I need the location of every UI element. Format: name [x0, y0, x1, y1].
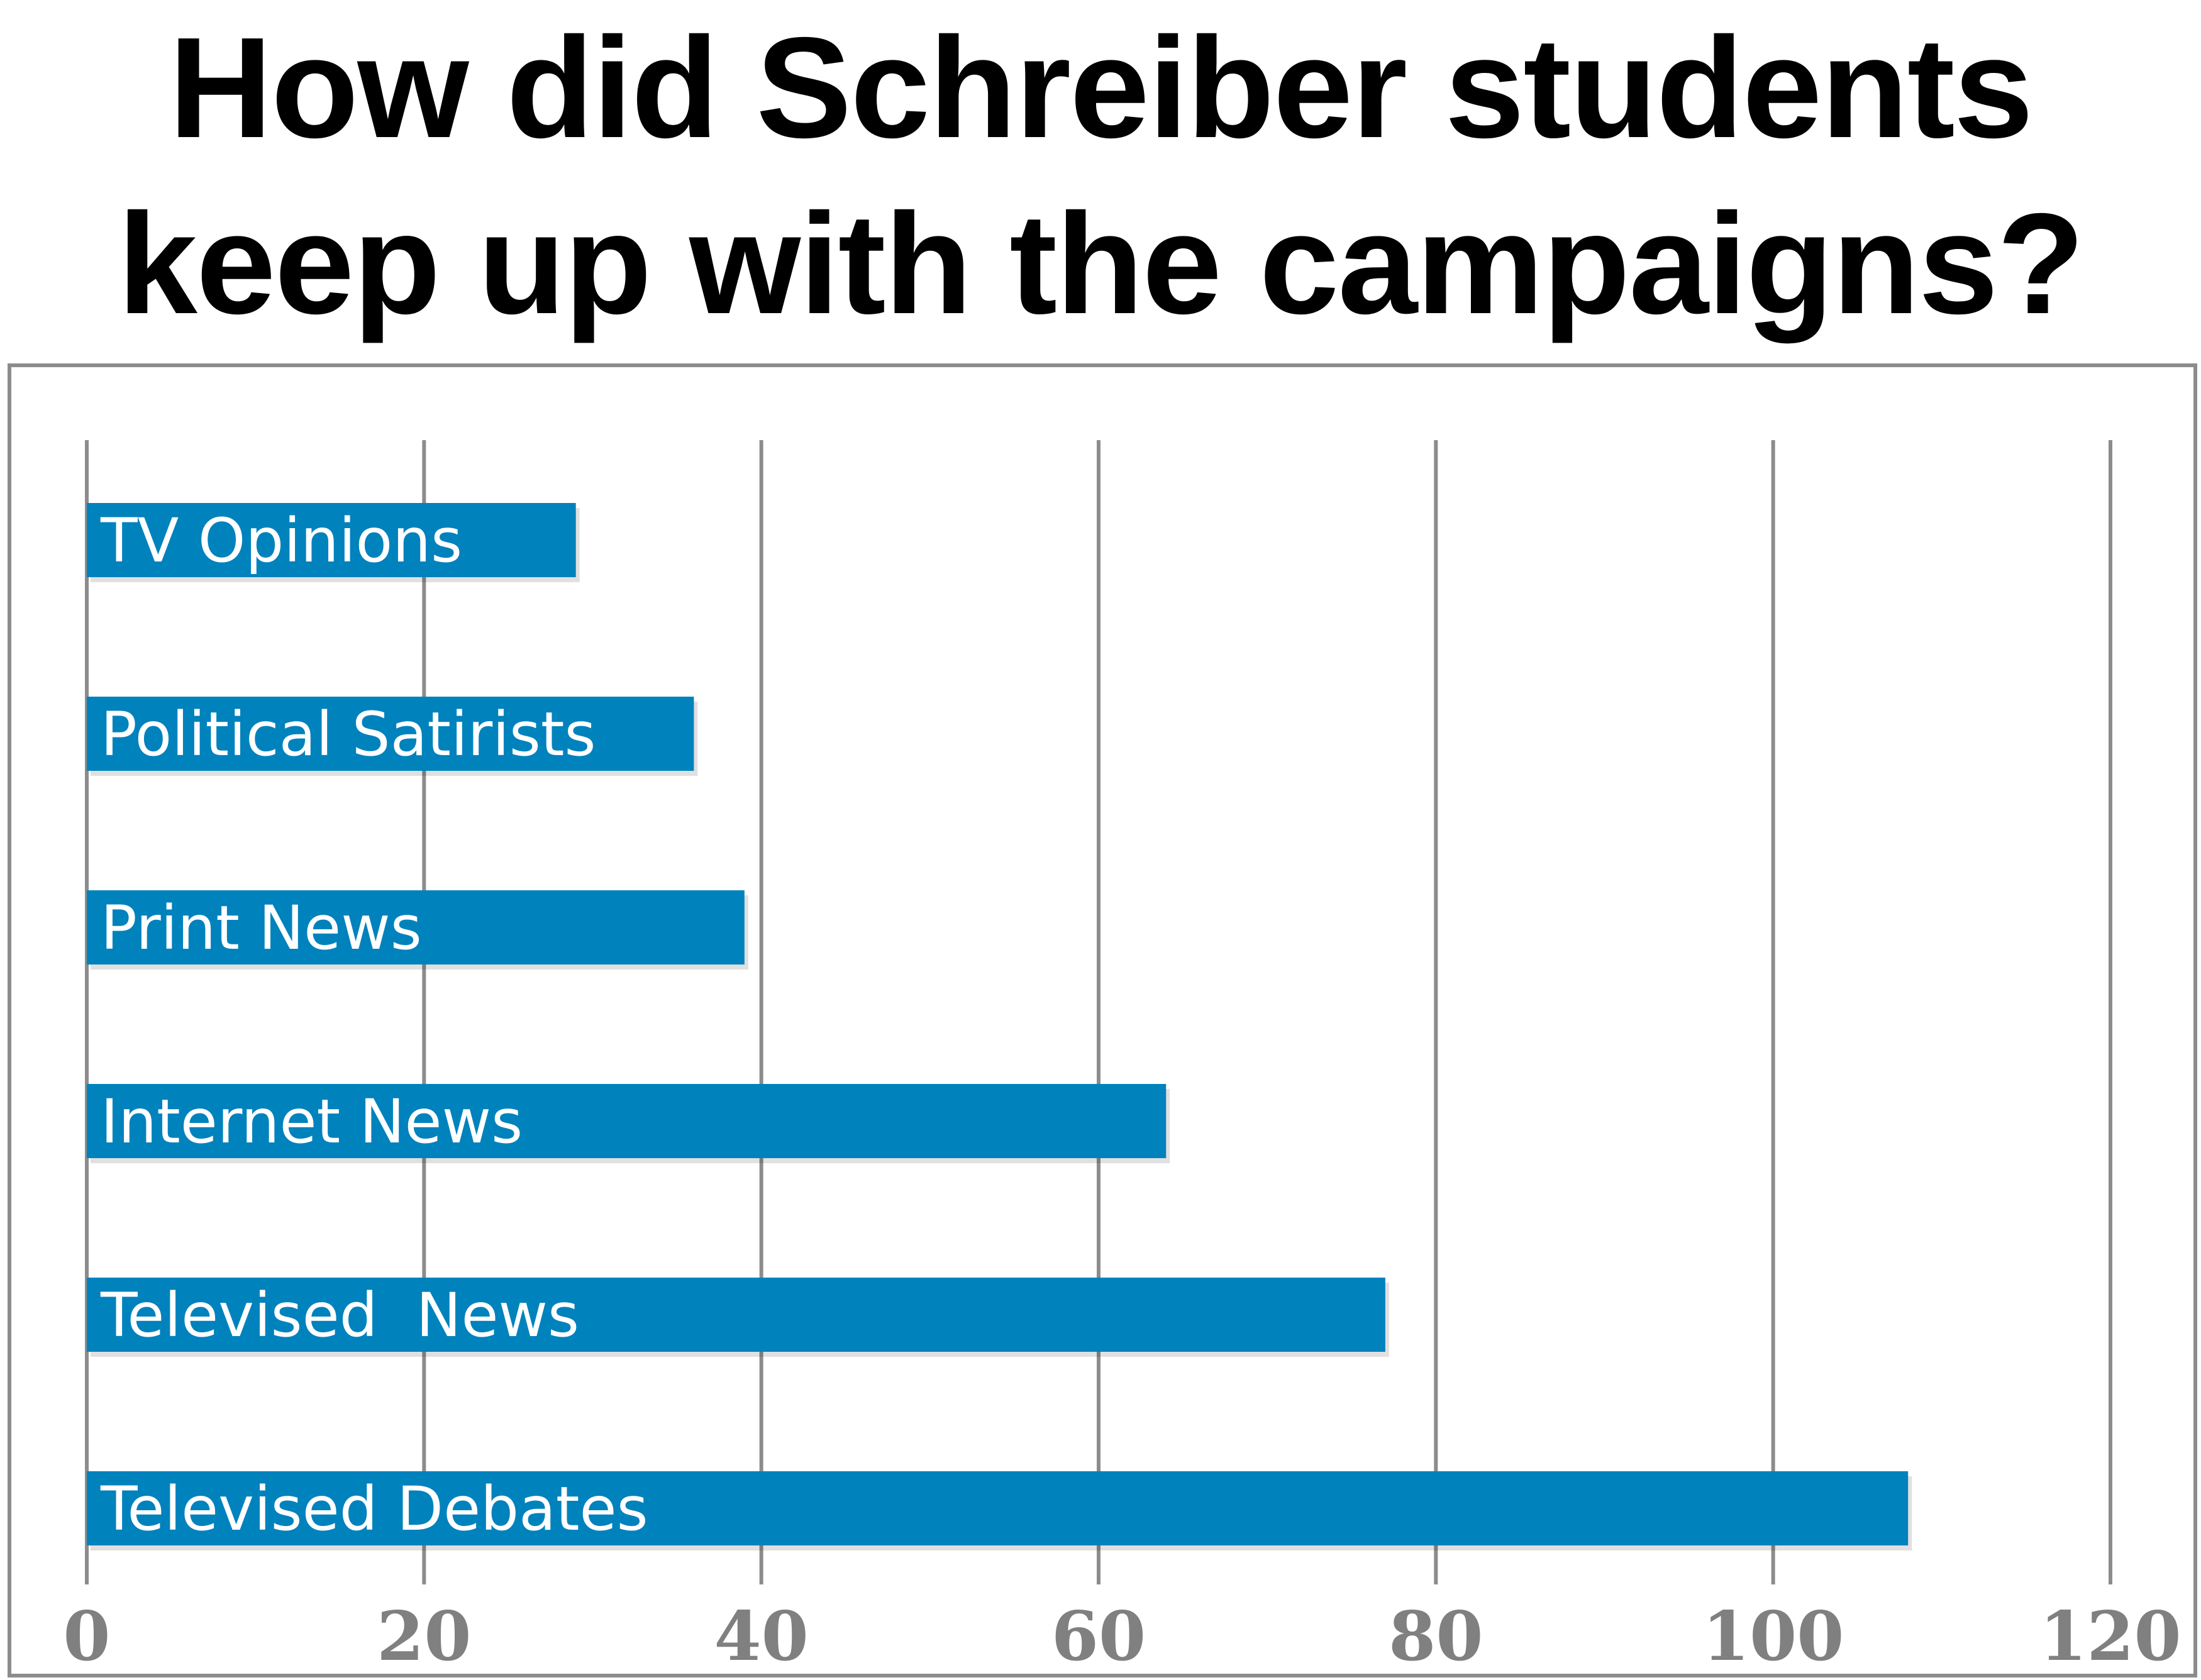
chart-title-line-1: How did Schreiber students [169, 8, 2033, 168]
chart-title-line-2: keep up with the campaigns? [118, 184, 2085, 344]
bars [87, 503, 1912, 1550]
chart-title: How did Schreiber students keep up with … [0, 0, 2201, 358]
x-tick-label-60: 60 [1051, 1597, 1146, 1676]
x-tick-label-0: 0 [63, 1597, 110, 1676]
x-tick-label-120: 120 [2039, 1597, 2181, 1676]
bar-label: Televised News [100, 1280, 579, 1351]
bar-political-satirists [87, 697, 694, 771]
bar-label: TV Opinions [100, 506, 462, 576]
bar-tv-opinions [87, 503, 576, 577]
bar-label: Internet News [101, 1086, 523, 1157]
bar-televised-debates [87, 1471, 1909, 1545]
bar-internet-news [87, 1084, 1167, 1158]
gridlines [85, 440, 2112, 1584]
x-tick-label-80: 80 [1389, 1597, 1483, 1676]
bar-labels: TV Opinions Political Satirists Print News… [100, 506, 648, 1544]
bar-label: Print News [101, 893, 422, 963]
x-tick-label-40: 40 [714, 1597, 809, 1676]
bar-print-news [87, 890, 745, 964]
bar-label: Televised Debates [100, 1474, 648, 1544]
bar-label: Political Satirists [101, 699, 596, 770]
x-tick-label-100: 100 [1702, 1597, 1844, 1676]
bar-televised-news [87, 1278, 1385, 1352]
chart-frame [8, 363, 2197, 1677]
x-tick-label-20: 20 [377, 1597, 471, 1676]
x-axis-tick-labels: 0 20 40 60 80 100 120 [63, 1597, 2181, 1676]
